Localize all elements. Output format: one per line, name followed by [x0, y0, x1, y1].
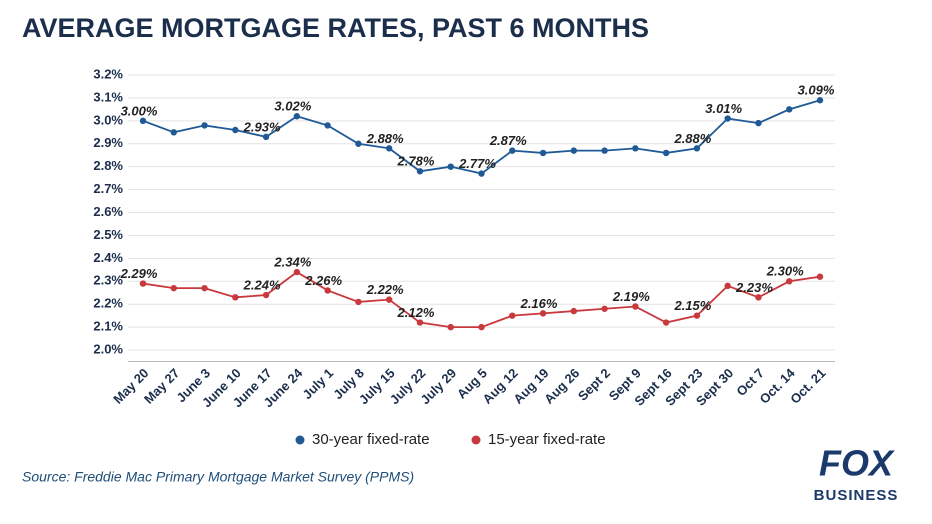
- legend-label: 15-year fixed-rate: [488, 431, 606, 448]
- data-label: 2.15%: [673, 298, 711, 313]
- data-point: [478, 170, 485, 177]
- data-label: 3.09%: [798, 83, 835, 98]
- data-point: [816, 97, 824, 104]
- data-label: 2.26%: [304, 273, 342, 288]
- data-point: [293, 268, 301, 276]
- y-tick-label: 2.4%: [93, 250, 123, 265]
- data-point: [293, 113, 301, 120]
- chart-title: AVERAGE MORTGAGE RATES, PAST 6 MONTHS: [22, 13, 649, 43]
- data-label: 2.16%: [520, 296, 558, 311]
- data-point: [355, 298, 362, 306]
- data-point: [601, 305, 608, 312]
- y-tick-label: 2.0%: [93, 341, 123, 356]
- data-point: [786, 278, 793, 285]
- data-point: [416, 168, 424, 175]
- logo-bottom: BUSINESS: [814, 487, 899, 504]
- data-point: [539, 149, 547, 157]
- data-point: [786, 106, 793, 113]
- data-label: 2.88%: [673, 131, 711, 146]
- y-tick-label: 2.8%: [93, 158, 123, 173]
- y-tick-label: 2.5%: [93, 227, 123, 242]
- data-label: 3.00%: [121, 103, 158, 118]
- data-point: [170, 284, 177, 292]
- data-label: 2.78%: [397, 154, 435, 169]
- data-point: [385, 145, 393, 152]
- y-tick-label: 2.2%: [93, 296, 123, 311]
- data-point: [139, 280, 147, 287]
- logo: FOX BUSINESS: [814, 443, 899, 504]
- data-point: [693, 312, 701, 319]
- data-point: [509, 312, 516, 319]
- data-point: [724, 115, 731, 122]
- data-label: 2.77%: [458, 156, 496, 171]
- legend-marker: [295, 435, 305, 445]
- data-point: [539, 310, 547, 317]
- data-point: [447, 163, 454, 170]
- y-tick-label: 2.6%: [93, 204, 123, 219]
- y-tick-label: 2.9%: [93, 135, 123, 150]
- data-label: 2.24%: [243, 277, 281, 292]
- data-point: [755, 119, 762, 127]
- data-point: [570, 147, 578, 154]
- data-point: [570, 307, 578, 315]
- data-label: 2.23%: [735, 280, 773, 295]
- data-label: 2.87%: [489, 133, 527, 148]
- data-point: [232, 294, 239, 301]
- data-point: [201, 284, 208, 292]
- legend-marker: [471, 435, 481, 445]
- data-point: [232, 126, 239, 134]
- data-point: [139, 117, 147, 125]
- y-tick-label: 2.7%: [93, 181, 123, 196]
- data-label: 2.88%: [366, 131, 404, 146]
- data-point: [447, 323, 454, 331]
- data-point: [355, 140, 362, 147]
- data-point: [324, 122, 331, 129]
- data-point: [662, 149, 670, 157]
- y-tick-label: 3.0%: [93, 112, 123, 127]
- data-point: [816, 273, 824, 280]
- logo-top: FOX: [819, 443, 895, 484]
- data-label: 3.01%: [705, 101, 742, 116]
- data-label: 2.93%: [243, 119, 281, 134]
- data-label: 3.02%: [274, 99, 311, 114]
- y-tick-label: 2.3%: [93, 273, 123, 288]
- data-label: 2.12%: [397, 305, 435, 320]
- data-point: [755, 294, 762, 301]
- data-point: [509, 147, 516, 154]
- y-tick-label: 3.1%: [93, 89, 123, 104]
- data-point: [170, 129, 177, 136]
- data-label: 2.29%: [120, 266, 158, 281]
- data-point: [601, 147, 608, 154]
- source: Source: Freddie Mac Primary Mortgage Mar…: [22, 469, 414, 485]
- data-point: [632, 303, 639, 310]
- legend-label: 30-year fixed-rate: [312, 431, 430, 448]
- data-point: [632, 145, 639, 152]
- data-point: [693, 145, 701, 152]
- data-point: [662, 319, 670, 326]
- data-label: 2.30%: [766, 264, 804, 279]
- data-point: [385, 296, 393, 303]
- data-label: 2.19%: [612, 289, 650, 304]
- data-label: 2.22%: [366, 282, 404, 297]
- data-point: [324, 287, 331, 294]
- data-point: [262, 133, 270, 141]
- data-point: [262, 291, 270, 299]
- y-tick-label: 3.2%: [93, 66, 123, 81]
- data-point: [724, 282, 731, 290]
- y-tick-label: 2.1%: [93, 319, 123, 334]
- data-point: [201, 122, 208, 129]
- data-point: [478, 323, 485, 331]
- data-label: 2.34%: [273, 255, 311, 270]
- data-point: [416, 319, 424, 326]
